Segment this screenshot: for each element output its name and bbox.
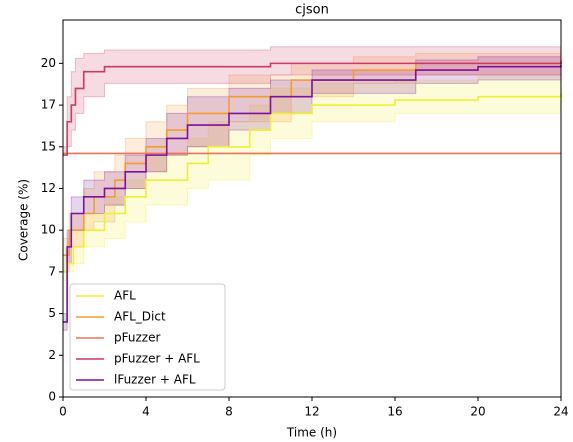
- y-tick-label: 7: [48, 264, 56, 278]
- line: [63, 61, 562, 156]
- x-tick-label: 4: [142, 405, 150, 419]
- y-tick-label: 20: [41, 56, 56, 70]
- legend-label: AFL: [114, 289, 136, 303]
- y-tick-label: 10: [41, 223, 56, 237]
- line: [63, 65, 562, 323]
- x-tick-label: 12: [304, 405, 319, 419]
- legend-box: [69, 283, 226, 391]
- x-tick-label: 8: [225, 405, 233, 419]
- x-tick-label: 20: [470, 405, 485, 419]
- x-tick-label: 24: [553, 405, 568, 419]
- y-tick-label: 2: [48, 348, 56, 362]
- y-axis-label: Coverage (%): [17, 179, 31, 261]
- y-tick-label: 17: [41, 98, 56, 112]
- chart-title: cjson: [295, 3, 329, 18]
- y-tick-label: 12: [41, 181, 56, 195]
- x-tick-label: 0: [59, 405, 67, 419]
- axes-frame: [62, 19, 562, 398]
- legend-label: AFL_Dict: [114, 310, 166, 324]
- y-tick-label: 0: [48, 390, 56, 404]
- x-axis-label: Time (h): [286, 426, 337, 440]
- line: [63, 93, 562, 273]
- y-tick-label: 5: [48, 306, 56, 320]
- x-tick-label: 16: [387, 405, 402, 419]
- legend-label: lFuzzer + AFL: [114, 373, 196, 387]
- y-tick-label: 15: [41, 139, 56, 153]
- legend-label: pFuzzer: [114, 331, 160, 345]
- legend-label: pFuzzer + AFL: [114, 352, 200, 366]
